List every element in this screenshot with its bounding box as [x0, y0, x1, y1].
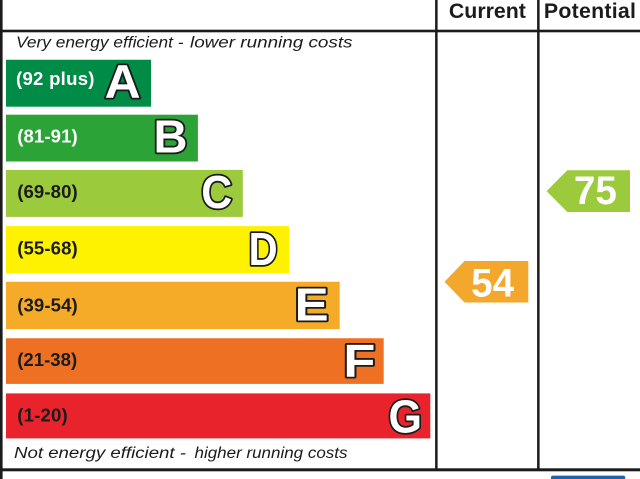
svg-text:54: 54: [471, 262, 515, 306]
svg-text:C: C: [201, 166, 232, 218]
svg-text:lower running costs: lower running costs: [190, 35, 353, 52]
svg-text:A: A: [105, 55, 141, 108]
svg-text:E: E: [295, 278, 329, 330]
svg-text:(69-80): (69-80): [17, 181, 77, 202]
svg-text:B: B: [154, 111, 188, 163]
svg-text:Not energy efficient -: Not energy efficient -: [14, 445, 186, 462]
svg-text:(92 plus): (92 plus): [16, 68, 95, 89]
svg-text:(55-68): (55-68): [17, 238, 77, 259]
svg-text:D: D: [249, 223, 278, 275]
svg-text:(39-54): (39-54): [17, 294, 77, 315]
svg-text:Potential: Potential: [544, 0, 636, 23]
svg-text:higher running costs: higher running costs: [195, 445, 348, 462]
svg-text:(21-38): (21-38): [17, 349, 77, 370]
svg-text:75: 75: [574, 169, 617, 213]
svg-text:G: G: [388, 391, 422, 443]
svg-text:Very energy efficient -: Very energy efficient -: [16, 35, 183, 52]
svg-text:Current: Current: [449, 0, 526, 23]
svg-text:(81-91): (81-91): [17, 125, 77, 146]
svg-text:(1-20): (1-20): [17, 405, 67, 426]
svg-text:F: F: [343, 335, 375, 387]
